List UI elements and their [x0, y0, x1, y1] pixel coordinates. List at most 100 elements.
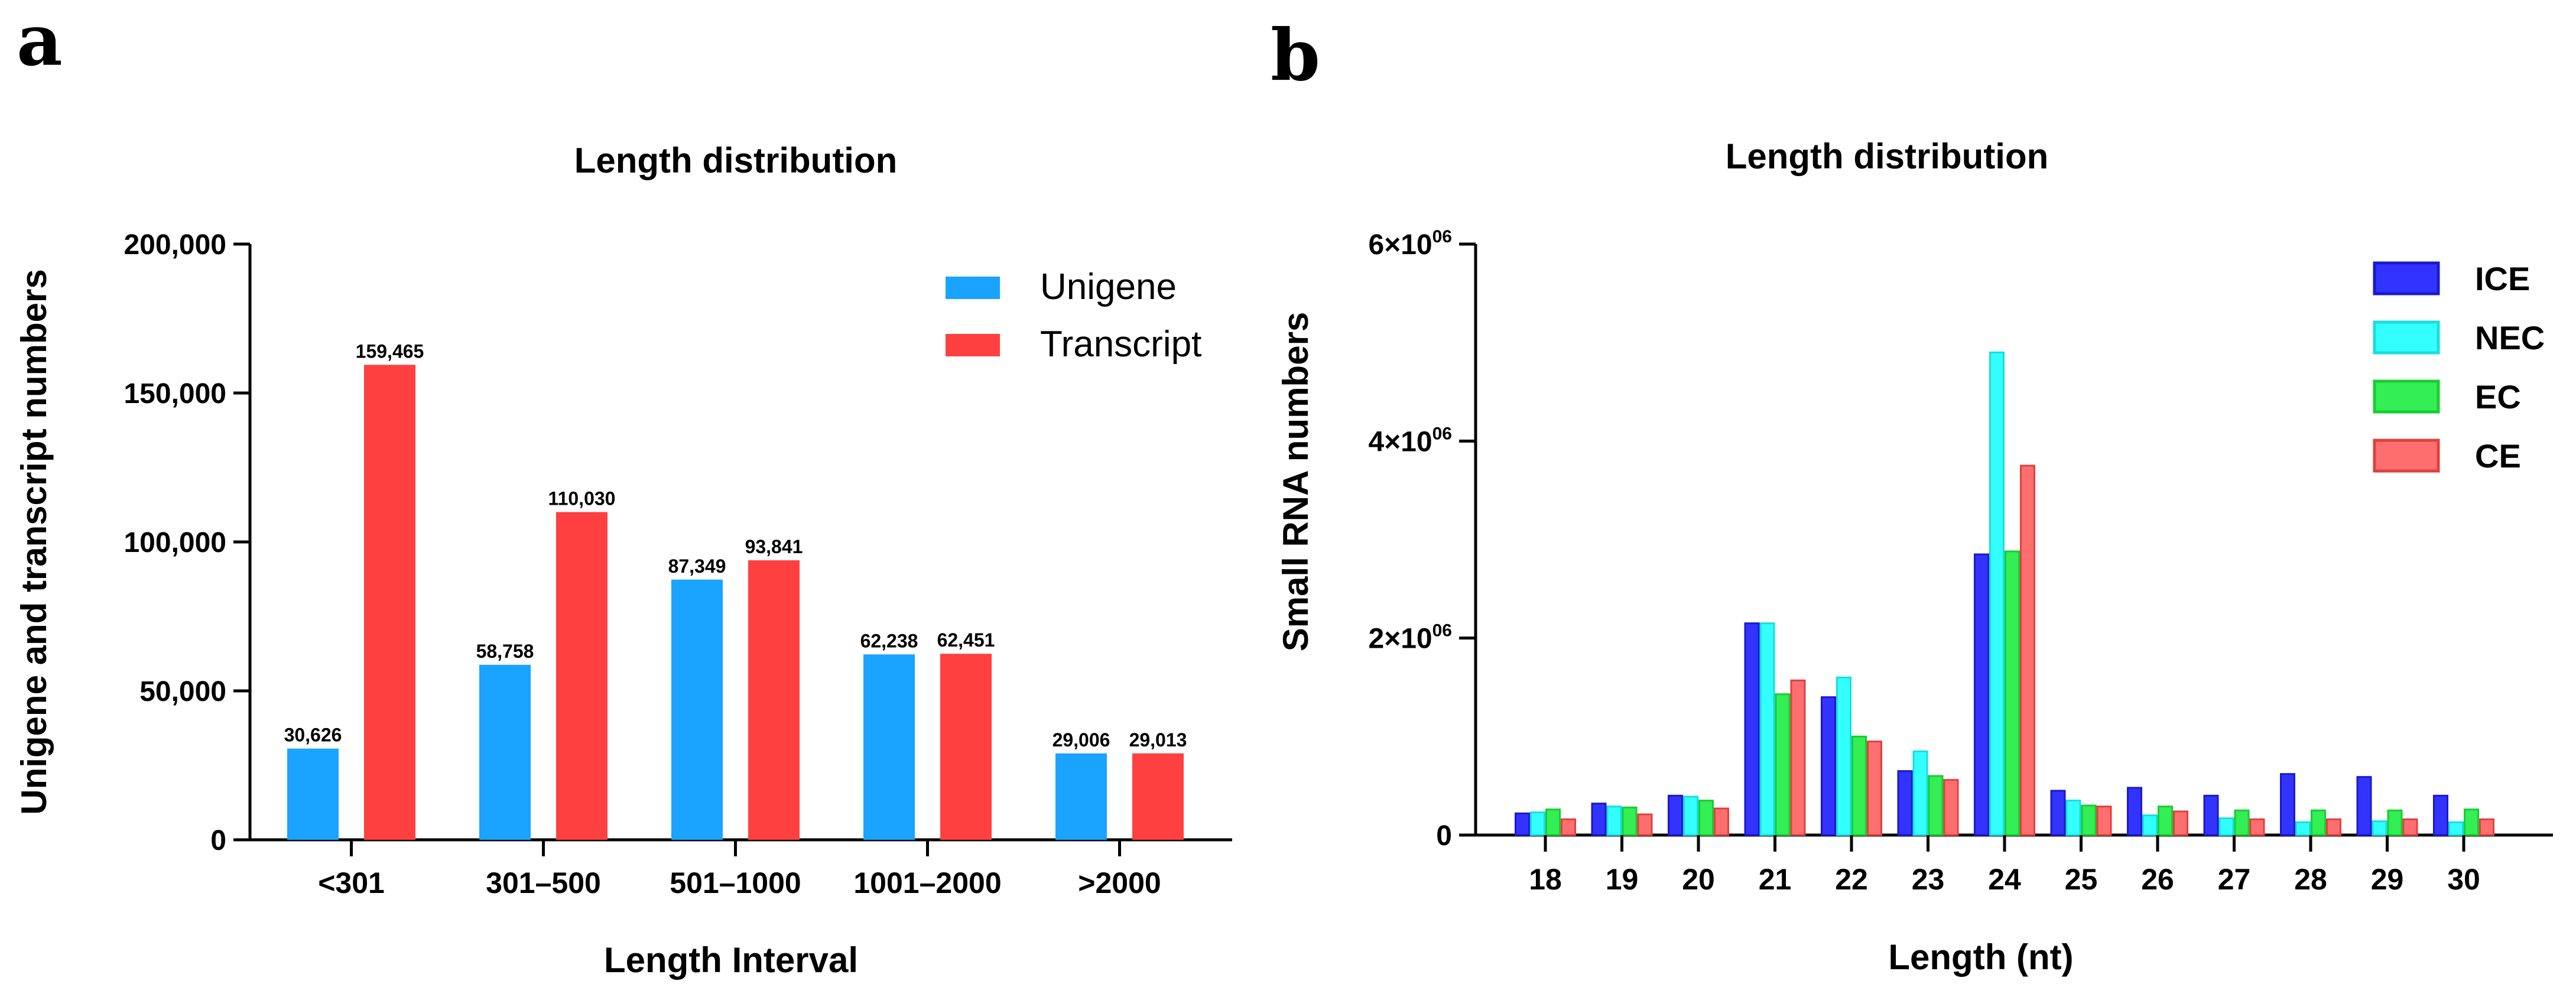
chart-b-bar-nec — [2372, 820, 2387, 836]
chart-a-data-label: 29,006 — [1053, 729, 1110, 751]
chart-b-bar-ec — [2234, 809, 2250, 836]
chart-b-bar-nec — [1606, 806, 1622, 836]
chart-b-bar-ice — [1591, 803, 1607, 836]
chart-a-legend-swatch-unigene — [946, 277, 1000, 299]
chart-a-data-label: 29,013 — [1129, 729, 1187, 751]
chart-b-bar-nec — [1759, 622, 1775, 836]
chart-a-x-ticks: <301 301–500 501–1000 1001–2000 >2000 — [318, 840, 1161, 899]
chart-a-data-label: 58,758 — [476, 641, 534, 662]
chart-b-legend-label: CE — [2475, 437, 2521, 475]
chart-b-y-tick-label: 0 — [1436, 820, 1452, 852]
chart-b-bar-ec — [1775, 693, 1791, 836]
chart-a-data-label: 87,349 — [668, 556, 726, 577]
chart-b-bar-ce — [1714, 807, 1729, 836]
chart-a-x-tick-label: <301 — [318, 866, 385, 899]
chart-b-bar-ice — [2203, 794, 2219, 836]
chart-b-x-tick-label: 30 — [2447, 863, 2480, 896]
chart-b-y-tick-label: 4×1006 — [1369, 424, 1453, 457]
chart-b-bar-ec — [1851, 735, 1867, 836]
chart-b-y-tick-exponent: 06 — [1432, 424, 1452, 443]
chart-b-bar-ice — [2127, 787, 2142, 836]
chart-b-bar-ec — [2464, 808, 2479, 836]
chart-a-x-tick-label: 501–1000 — [670, 866, 801, 899]
chart-a-legend-label: Unigene — [1040, 267, 1177, 307]
chart-b-bar-ce — [1561, 818, 1576, 836]
chart-b-bar-ice — [1515, 812, 1530, 836]
chart-b-x-tick-label: 19 — [1606, 863, 1639, 896]
chart-b-bar-ec — [1545, 808, 1561, 836]
chart-a-data-label: 30,626 — [284, 725, 342, 746]
chart-a-legend-label: Transcript — [1040, 324, 1201, 365]
chart-a-data-label: 62,451 — [937, 629, 995, 651]
chart-b-title: Length distribution — [1726, 137, 2049, 176]
chart-b-bar-nec — [1912, 750, 1928, 836]
chart-b-bar-ice — [2356, 776, 2372, 836]
chart-b-bar-ice — [2280, 773, 2295, 836]
chart-b-bar-ec — [2005, 550, 2020, 836]
chart-b-y-tick-exponent: 06 — [1432, 621, 1452, 641]
chart-b-bar-ec — [2158, 806, 2173, 836]
chart-b-legend: ICE NEC EC CE — [2373, 260, 2545, 475]
chart-b-x-tick-label: 27 — [2218, 863, 2251, 896]
chart-a-bar-unigene — [287, 748, 339, 840]
chart-b-legend-swatch-ce — [2373, 439, 2440, 473]
chart-b-x-ticks: 18 19 20 21 22 23 24 25 26 27 28 29 30 — [1529, 835, 2480, 896]
chart-a-data-label: 159,465 — [356, 340, 424, 362]
chart-b-x-tick-label: 20 — [1682, 863, 1715, 896]
chart-b: Length distribution Length (nt) Small RN… — [1276, 137, 2553, 977]
chart-a-y-tick-label: 150,000 — [124, 378, 226, 410]
chart-b-x-tick-label: 18 — [1529, 863, 1562, 896]
chart-b-bar-ce — [1943, 779, 1959, 836]
chart-b-x-tick-label: 22 — [1835, 863, 1868, 896]
chart-a-bar-transcript — [748, 560, 800, 840]
chart-b-y-axis-label: Small RNA numbers — [1276, 312, 1315, 652]
chart-b-bar-ce — [1637, 813, 1653, 836]
chart-b-bar-nec — [2218, 817, 2234, 836]
chart-b-bar-ce — [2479, 818, 2494, 836]
chart-b-bar-ice — [1897, 770, 1913, 836]
chart-b-bar-ce — [2249, 818, 2265, 836]
chart-a-x-tick-label: 1001–2000 — [853, 866, 1001, 899]
chart-b-x-axis-label: Length (nt) — [1888, 937, 2073, 977]
chart-a-legend-swatch-transcript — [946, 334, 1000, 356]
chart-a-data-label: 110,030 — [548, 488, 616, 509]
chart-b-bar-ec — [1698, 800, 1714, 836]
chart-b-y-tick-exponent: 06 — [1432, 227, 1452, 246]
chart-b-bar-ice — [1821, 696, 1836, 836]
chart-b-y-ticks: 0 2×1006 4×1006 6×1006 — [1369, 227, 1476, 852]
chart-b-legend-swatch-ec — [2373, 379, 2440, 414]
chart-b-x-tick-label: 24 — [1988, 863, 2021, 896]
chart-a-data-label: 62,238 — [860, 630, 918, 651]
chart-b-bar-ec — [2311, 809, 2326, 836]
chart-b-legend-label: ICE — [2475, 260, 2530, 297]
chart-a-data-label: 93,841 — [745, 536, 803, 557]
chart-b-bar-nec — [2065, 800, 2081, 836]
chart-b-bar-nec — [2142, 814, 2158, 836]
chart-b-bar-ce — [2173, 810, 2188, 836]
chart-b-legend-label: EC — [2475, 378, 2521, 415]
chart-b-bar-ice — [1668, 794, 1683, 836]
chart-b-bar-nec — [1836, 676, 1851, 836]
chart-b-x-tick-label: 25 — [2065, 863, 2098, 896]
chart-a-bar-transcript — [556, 512, 608, 840]
chart-a-bar-unigene — [863, 654, 915, 840]
chart-b-bar-nec — [1989, 351, 2005, 836]
chart-b-bar-ice — [1744, 622, 1760, 836]
chart-b-bar-ec — [2081, 804, 2097, 836]
chart-b-bar-nec — [1530, 811, 1545, 836]
chart-b-y-tick-label: 2×1006 — [1369, 621, 1453, 655]
chart-b-bar-ce — [2096, 806, 2112, 836]
chart-a-x-axis-label: Length Interval — [604, 940, 858, 980]
chart-a-y-tick-label: 0 — [210, 825, 226, 856]
chart-a-bar-transcript — [940, 654, 992, 840]
chart-a-x-tick-label: 301–500 — [486, 866, 601, 899]
chart-a-bar-transcript — [364, 365, 415, 840]
chart-b-bar-ce — [1867, 741, 1882, 836]
chart-b-bar-ec — [1928, 775, 1944, 836]
chart-b-legend-swatch-ice — [2373, 261, 2440, 295]
panel-label-b: b — [1271, 14, 1320, 97]
chart-b-bar-ice — [2050, 790, 2066, 836]
chart-b-x-tick-label: 26 — [2141, 863, 2174, 896]
chart-a-y-tick-label: 200,000 — [124, 229, 226, 261]
